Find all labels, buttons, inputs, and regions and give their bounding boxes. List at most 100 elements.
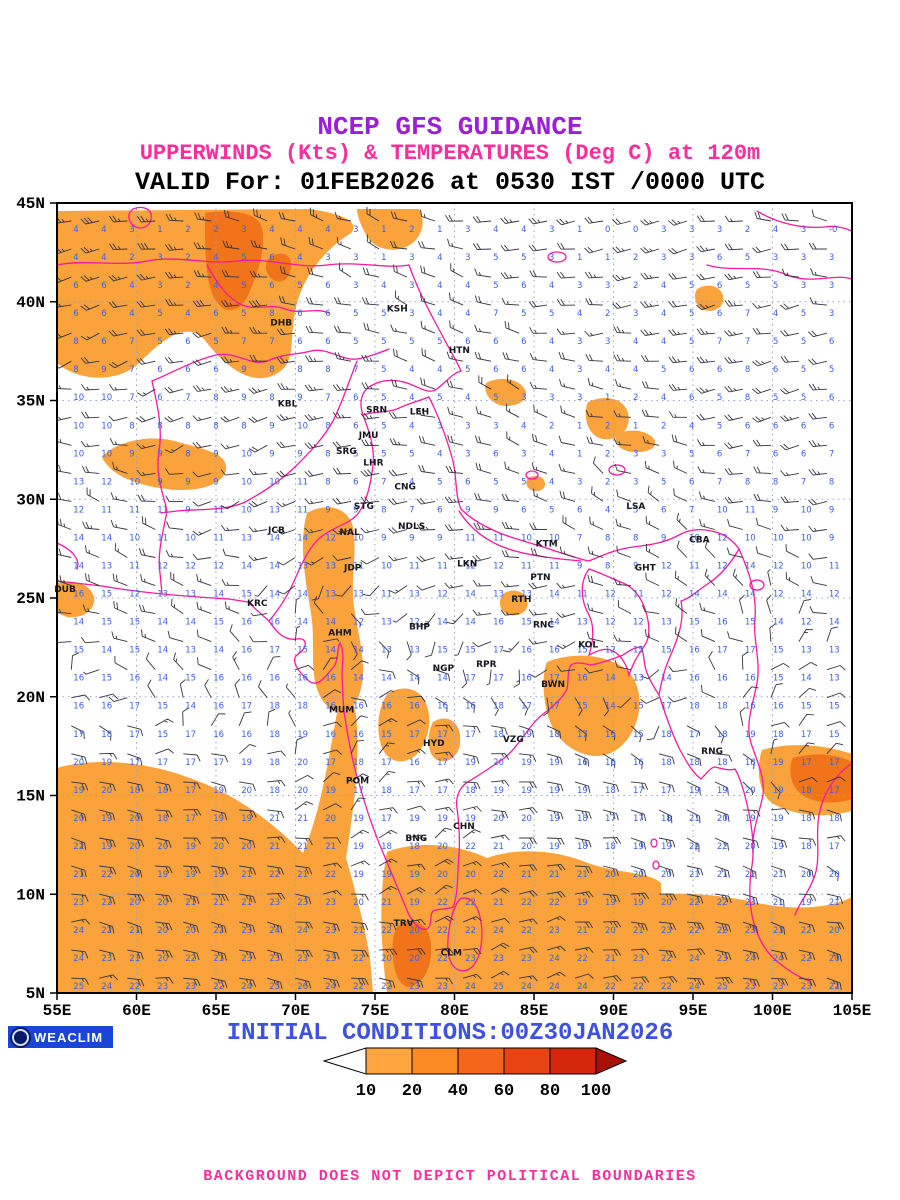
svg-text:19: 19	[353, 842, 364, 852]
svg-text:20: 20	[605, 870, 616, 880]
svg-text:4: 4	[129, 281, 134, 291]
svg-text:8: 8	[157, 421, 162, 431]
svg-text:18: 18	[661, 730, 672, 740]
svg-text:6: 6	[717, 253, 722, 263]
svg-text:20: 20	[129, 842, 140, 852]
city-label: NGP	[433, 664, 455, 674]
svg-text:6: 6	[661, 505, 666, 515]
svg-text:15: 15	[381, 730, 392, 740]
svg-text:4: 4	[577, 309, 582, 319]
svg-text:10: 10	[773, 534, 784, 544]
svg-text:14: 14	[549, 590, 560, 600]
svg-text:22: 22	[101, 898, 112, 908]
svg-text:12: 12	[661, 590, 672, 600]
svg-text:6: 6	[325, 337, 330, 347]
svg-text:9: 9	[353, 505, 358, 515]
scale-label: 100	[581, 1082, 612, 1101]
svg-text:20: 20	[493, 814, 504, 824]
svg-text:22: 22	[577, 954, 588, 964]
svg-text:4: 4	[269, 225, 274, 235]
svg-text:18: 18	[353, 758, 364, 768]
svg-text:4: 4	[73, 225, 78, 235]
svg-text:17: 17	[549, 674, 560, 684]
svg-text:18: 18	[689, 758, 700, 768]
scale-label: 80	[540, 1082, 560, 1101]
svg-text:5: 5	[381, 449, 386, 459]
svg-text:25: 25	[717, 982, 728, 992]
svg-text:16: 16	[73, 674, 84, 684]
weather-map: 25 24 24 23 21 22 20 19 20 17 16 16 15 14 16 14 14 12 13 10…	[16, 195, 871, 1020]
svg-text:14: 14	[297, 534, 308, 544]
svg-text:7: 7	[381, 477, 386, 487]
svg-text:23: 23	[549, 926, 560, 936]
svg-text:20: 20	[409, 954, 420, 964]
svg-text:5: 5	[409, 337, 414, 347]
svg-text:5: 5	[381, 365, 386, 375]
svg-text:20: 20	[73, 758, 84, 768]
svg-text:7: 7	[717, 337, 722, 347]
svg-text:16: 16	[241, 646, 252, 656]
city-label: CNG	[394, 482, 416, 492]
svg-text:4: 4	[213, 281, 218, 291]
svg-text:22: 22	[689, 842, 700, 852]
svg-text:20: 20	[437, 842, 448, 852]
svg-text:16: 16	[381, 702, 392, 712]
svg-text:18: 18	[801, 842, 812, 852]
svg-text:18: 18	[717, 730, 728, 740]
svg-text:21: 21	[269, 814, 280, 824]
city-label: TRV	[394, 919, 414, 929]
svg-text:4: 4	[521, 421, 526, 431]
svg-text:5: 5	[773, 337, 778, 347]
svg-text:20: 20	[829, 870, 840, 880]
svg-text:1: 1	[577, 253, 582, 263]
svg-text:4: 4	[549, 337, 554, 347]
svg-text:17: 17	[381, 814, 392, 824]
svg-text:10: 10	[717, 505, 728, 515]
svg-text:16: 16	[605, 758, 616, 768]
svg-text:6: 6	[269, 253, 274, 263]
svg-text:4: 4	[661, 393, 666, 403]
svg-text:1: 1	[577, 421, 582, 431]
scale-left-arrow	[322, 1047, 367, 1075]
svg-text:19: 19	[633, 842, 644, 852]
svg-text:22: 22	[605, 982, 616, 992]
svg-text:9: 9	[829, 505, 834, 515]
svg-text:21: 21	[129, 954, 140, 964]
lat-tick-label: 25N	[16, 590, 45, 608]
scale-label: 40	[448, 1082, 468, 1101]
svg-text:5: 5	[297, 281, 302, 291]
svg-text:13: 13	[353, 590, 364, 600]
svg-text:1: 1	[577, 225, 582, 235]
svg-text:19: 19	[409, 898, 420, 908]
svg-text:12: 12	[185, 562, 196, 572]
city-label: HTN	[449, 346, 470, 356]
svg-text:22: 22	[521, 926, 532, 936]
svg-text:20: 20	[241, 842, 252, 852]
svg-text:23: 23	[493, 954, 504, 964]
svg-text:7: 7	[241, 337, 246, 347]
svg-text:6: 6	[325, 309, 330, 319]
svg-text:4: 4	[129, 309, 134, 319]
svg-text:17: 17	[129, 702, 140, 712]
svg-text:14: 14	[801, 590, 812, 600]
svg-text:3: 3	[605, 281, 610, 291]
svg-text:6: 6	[325, 281, 330, 291]
svg-text:22: 22	[801, 954, 812, 964]
city-label: KSH	[387, 305, 408, 315]
svg-text:2: 2	[185, 225, 190, 235]
svg-text:19: 19	[73, 786, 84, 796]
svg-text:11: 11	[129, 505, 140, 515]
svg-text:20: 20	[521, 814, 532, 824]
svg-text:20: 20	[521, 842, 532, 852]
svg-text:16: 16	[73, 590, 84, 600]
scale-segment	[365, 1047, 413, 1075]
svg-text:14: 14	[241, 562, 252, 572]
city-label: CLM	[441, 949, 462, 959]
svg-text:14: 14	[661, 674, 672, 684]
lon-tick-label: 75E	[361, 1002, 390, 1020]
svg-text:18: 18	[269, 786, 280, 796]
lon-tick-label: 55E	[43, 1002, 72, 1020]
svg-text:3: 3	[353, 253, 358, 263]
svg-text:6: 6	[437, 505, 442, 515]
svg-text:12: 12	[353, 618, 364, 628]
